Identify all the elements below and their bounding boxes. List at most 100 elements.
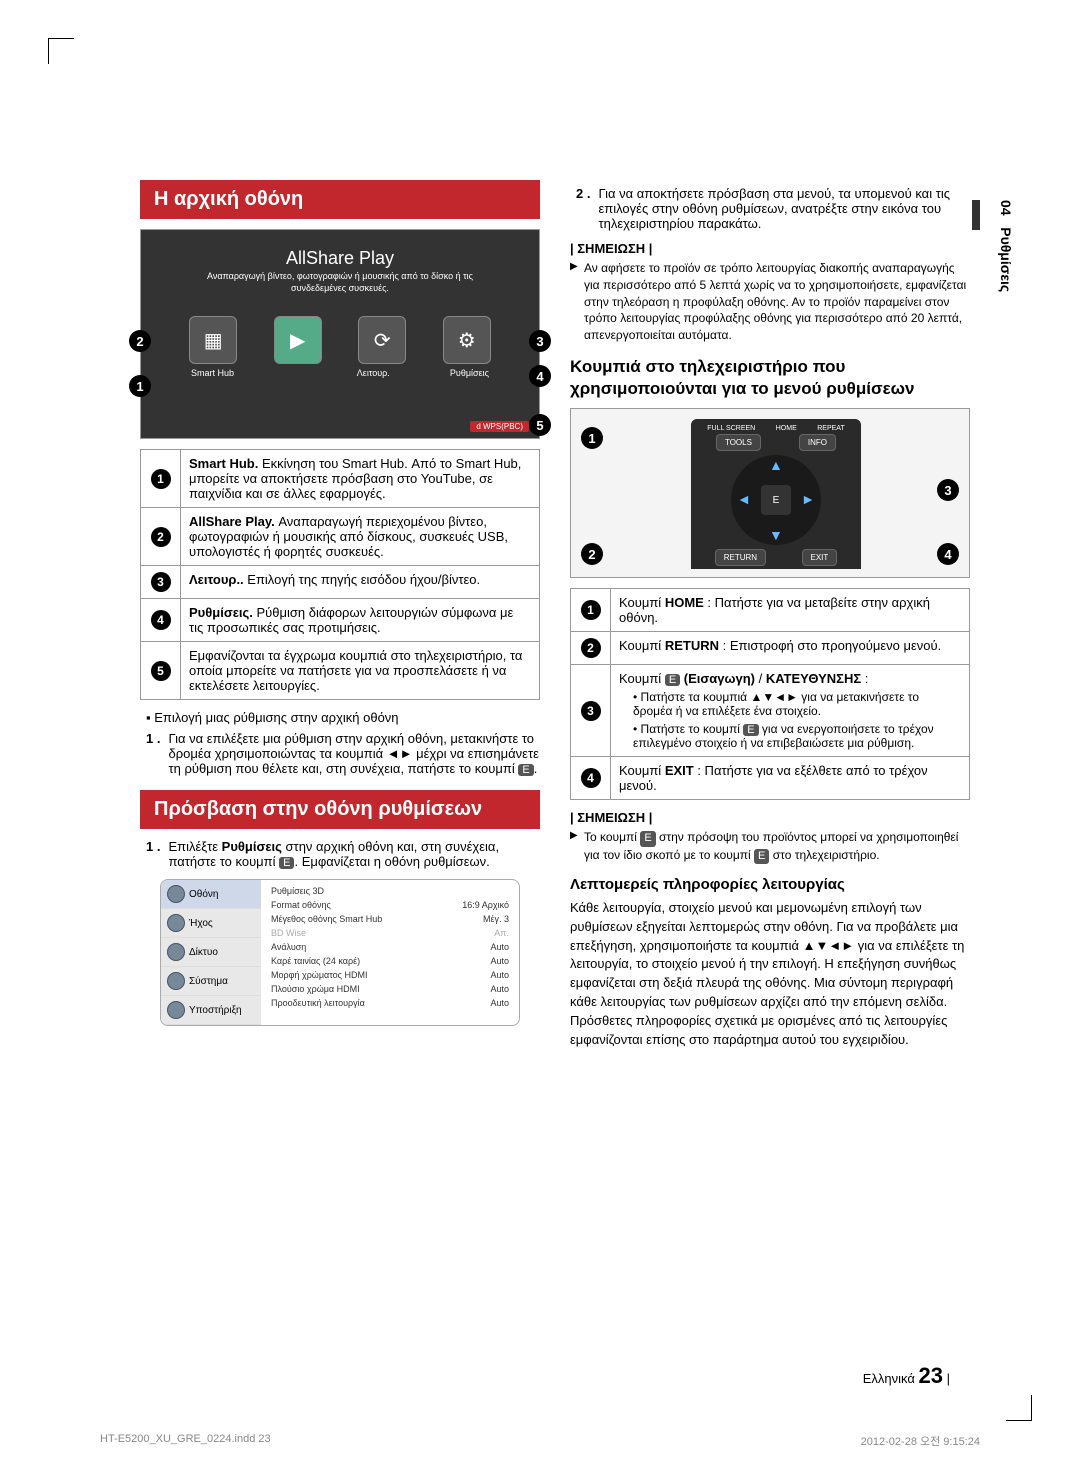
label-function: Λειτουρ.: [357, 368, 390, 378]
settings-sidebar-item: Δίκτυο: [161, 938, 261, 967]
row-number: 5: [151, 661, 171, 681]
page-content: Η αρχική οθόνη AllShare Play Αναπαραγωγή…: [0, 0, 1080, 1110]
page-number: 23: [919, 1363, 943, 1388]
row-text: Ρυθμίσεις. Ρύθμιση διάφορων λειτουργιών …: [181, 599, 540, 642]
page-footer: Ελληνικά 23 |: [863, 1363, 950, 1389]
row-text: Smart Hub. Εκκίνηση του Smart Hub. Από τ…: [181, 450, 540, 508]
settings-row: Ρυθμίσεις 3D: [261, 884, 519, 898]
right-arrow-icon: ►: [801, 491, 815, 507]
step-1-num: 1 .: [146, 731, 160, 776]
sidebar-icon: [167, 972, 185, 990]
settings-row: Καρέ ταινίας (24 καρέ)Auto: [261, 954, 519, 968]
wps-badge: d WPS(PBC): [470, 421, 529, 432]
step-r-2-text: Για να αποκτήσετε πρόσβαση στα μενού, τα…: [598, 186, 970, 231]
page-lang: Ελληνικά: [863, 1371, 915, 1386]
row-number: 4: [151, 610, 171, 630]
settings-icon: ⚙: [443, 316, 491, 364]
label-spacer: [294, 368, 297, 378]
tools-button: TOOLS: [716, 434, 761, 451]
right-column: 2 . Για να αποκτήσετε πρόσβαση στα μενού…: [570, 180, 970, 1050]
sidebar-icon: [167, 914, 185, 932]
section-settings-access: Πρόσβαση στην οθόνη ρυθμίσεων: [140, 790, 540, 829]
bullet-select-setting: ▪ Επιλογή μιας ρύθμισης στην αρχική οθόν…: [146, 710, 540, 725]
settings-sidebar-item: Ήχος: [161, 909, 261, 938]
detail-subhead: Λεπτομερείς πληροφορίες λειτουργίας: [570, 876, 970, 893]
settings-row: Πλούσιο χρώμα HDMIAuto: [261, 982, 519, 996]
settings-row: ΑνάλυσηAuto: [261, 940, 519, 954]
chapter-tab: 04 Ρυθμίσεις: [998, 200, 1014, 292]
settings-row: Μορφή χρώματος HDMIAuto: [261, 968, 519, 982]
row-number: 3: [151, 572, 171, 592]
remote-description-table: 1 Κουμπί HOME : Πατήστε για να μεταβείτε …: [570, 588, 970, 800]
row-number: 1: [581, 600, 601, 620]
note-label-1: | ΣΗΜΕΙΩΣΗ |: [570, 241, 970, 256]
row-number: 1: [151, 469, 171, 489]
row-number: 3: [581, 701, 601, 721]
remote-illustration: FULL SCREEN HOME REPEAT TOOLS INFO ▲ ▼ ◄…: [570, 408, 970, 578]
print-left: HT-E5200_XU_GRE_0224.indd 23: [100, 1433, 271, 1449]
remote-callout-1: 1: [581, 427, 603, 449]
hero-icons-row: ▦ ▶ ⟳ ⚙: [141, 296, 539, 364]
step-r-2-num: 2 .: [576, 186, 590, 231]
chapter-marker: [972, 200, 980, 230]
step-s2-1: 1 . Επιλέξτε Ρυθμίσεις στην αρχική οθόνη…: [146, 839, 540, 869]
step-s2-1-num: 1 .: [146, 839, 160, 869]
settings-sidebar-item: Σύστημα: [161, 967, 261, 996]
remote-row-text: Κουμπί EXIT : Πατήστε για να εξέλθετε απ…: [611, 757, 970, 800]
row-text: Λειτουρ.. Επιλογή της πηγής εισόδου ήχου…: [181, 566, 540, 599]
remote-row-text: Κουμπί HOME : Πατήστε για να μεταβείτε σ…: [611, 589, 970, 632]
callout-2: 2: [129, 330, 151, 352]
remote-body: FULL SCREEN HOME REPEAT TOOLS INFO ▲ ▼ ◄…: [691, 419, 861, 569]
callout-3: 3: [529, 330, 551, 352]
enter-icon: E: [518, 764, 533, 776]
enter-icon: E: [279, 857, 294, 869]
enter-icon: E: [754, 849, 769, 864]
note-body-1: Αν αφήσετε το προϊόν σε τρόπο λειτουργία…: [584, 260, 970, 344]
settings-row: Format οθόνης16:9 Αρχικό: [261, 898, 519, 912]
row-number: 2: [581, 638, 601, 658]
remote-row-text: Κουμπί E (Εισαγωγη) / ΚΑΤΕΥΘΥΝΣΗΣ : • Πα…: [611, 665, 970, 757]
section-home-screen: Η αρχική οθόνη: [140, 180, 540, 219]
remote-subhead: Κουμπιά στο τηλεχειριστήριο που χρησιμοπ…: [570, 356, 970, 400]
step-r-2: 2 . Για να αποκτήσετε πρόσβαση στα μενού…: [576, 186, 970, 231]
chapter-num: 04: [998, 200, 1014, 216]
allshare-play-icon: ▶: [274, 316, 322, 364]
step-1-text: Για να επιλέξετε μια ρύθμιση στην αρχική…: [168, 731, 538, 776]
callout-1: 1: [129, 375, 151, 397]
hero-icon-labels: Smart Hub Λειτουρ. Ρυθμίσεις: [141, 364, 539, 382]
hero-subtitle: Αναπαραγωγή βίντεο, φωτογραφιών ή μουσικ…: [141, 269, 539, 296]
settings-row: Προοδευτική λειτουργίαAuto: [261, 996, 519, 1010]
settings-sidebar-item: Οθόνη: [161, 880, 261, 909]
remote-callout-4: 4: [937, 543, 959, 565]
hero-title: AllShare Play: [141, 230, 539, 269]
crop-mark: [1006, 1395, 1032, 1421]
note-label-2: | ΣΗΜΕΙΩΣΗ |: [570, 810, 970, 825]
settings-main: Ρυθμίσεις 3DFormat οθόνης16:9 ΑρχικόΜέγε…: [261, 880, 519, 1025]
row-text: Εμφανίζονται τα έγχρωμα κουμπιά στο τηλε…: [181, 642, 540, 700]
step-1: 1 . Για να επιλέξετε μια ρύθμιση στην αρ…: [146, 731, 540, 776]
chapter-title: Ρυθμίσεις: [998, 227, 1014, 292]
crop-mark: [48, 38, 74, 64]
up-arrow-icon: ▲: [769, 457, 783, 473]
note-body-2: Το κουμπί E στην πρόσοψη του προϊόντος μ…: [584, 829, 970, 864]
sidebar-icon: [167, 1001, 185, 1019]
return-button: RETURN: [715, 549, 766, 566]
remote-callout-2: 2: [581, 543, 603, 565]
settings-row: Μέγεθος οθόνης Smart HubΜέγ. 3: [261, 912, 519, 926]
smart-hub-icon: ▦: [189, 316, 237, 364]
enter-button-icon: E: [761, 485, 791, 515]
row-text: AllShare Play. Αναπαραγωγή περιεχομένου …: [181, 508, 540, 566]
left-arrow-icon: ◄: [737, 491, 751, 507]
sidebar-icon: [167, 885, 185, 903]
enter-icon: E: [640, 831, 655, 846]
left-column: Η αρχική οθόνη AllShare Play Αναπαραγωγή…: [140, 180, 540, 1050]
row-number: 4: [581, 768, 601, 788]
print-footer: HT-E5200_XU_GRE_0224.indd 23 2012-02-28 …: [100, 1433, 980, 1449]
dpad: ▲ ▼ ◄ ► E: [731, 455, 821, 545]
row-number: 2: [151, 527, 171, 547]
callout-5: 5: [529, 414, 551, 436]
remote-callout-3: 3: [937, 479, 959, 501]
info-button: INFO: [799, 434, 836, 451]
down-arrow-icon: ▼: [769, 527, 783, 543]
detail-body: Κάθε λειτουργία, στοιχείο μενού και μεμο…: [570, 899, 970, 1050]
